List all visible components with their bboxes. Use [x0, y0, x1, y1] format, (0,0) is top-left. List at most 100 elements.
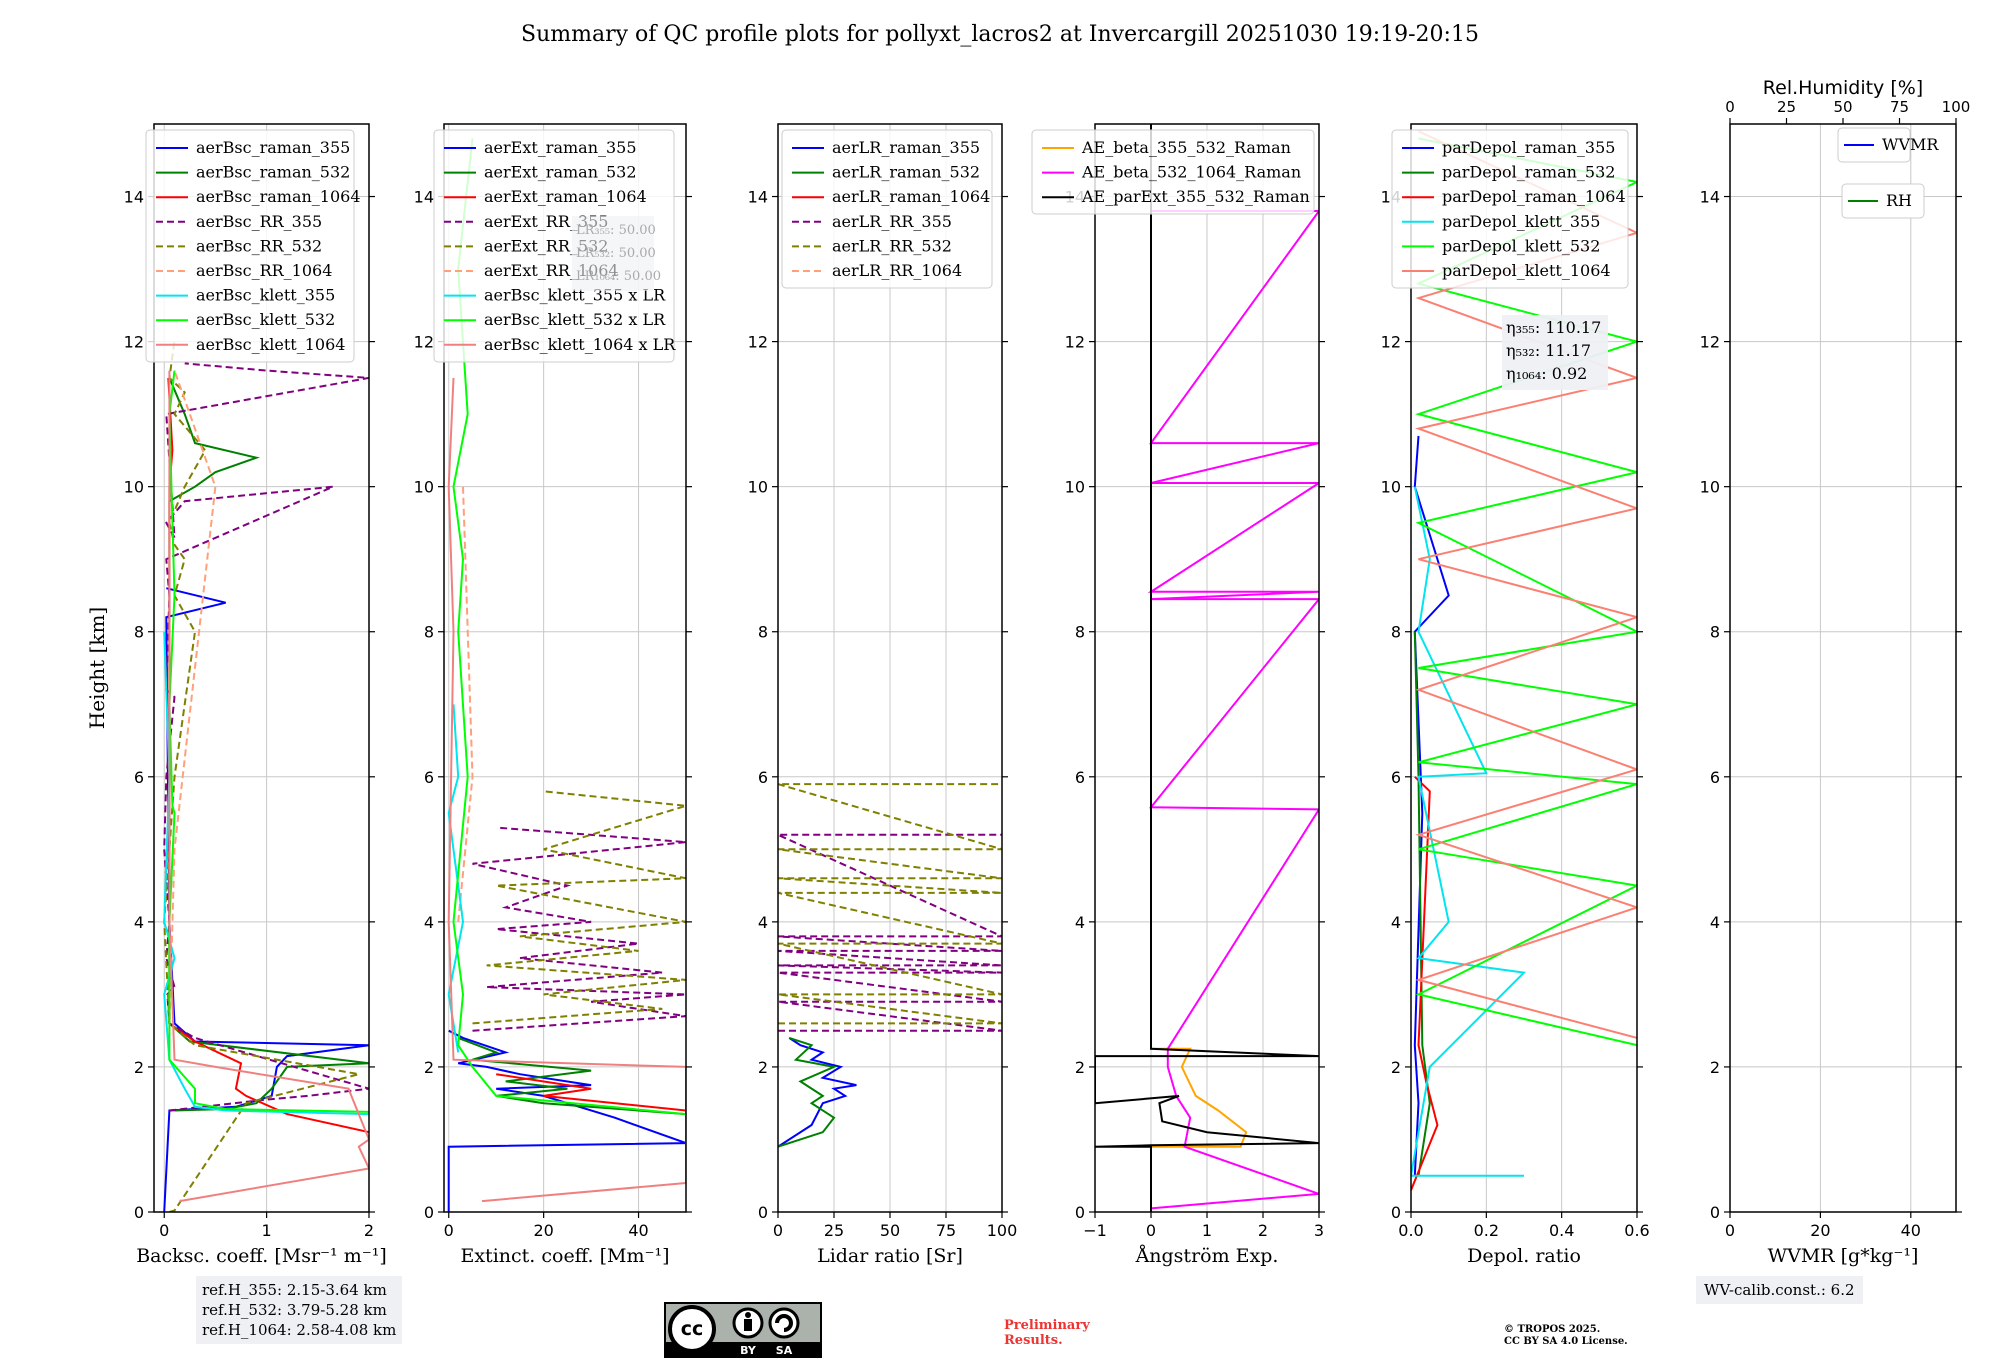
legend-label: parDepol_klett_532	[1442, 236, 1600, 255]
y-tick-label: 4	[1391, 913, 1401, 932]
legend-box	[1841, 183, 1925, 219]
legend-label: aerBsc_RR_355	[196, 212, 322, 231]
y-tick-label: 12	[124, 333, 144, 352]
ref-height-1064: ref.H_1064: 2.58-4.08 km	[202, 1321, 397, 1339]
series-line-aerExt_raman_532	[457, 1036, 686, 1116]
series-line-aerBsc_klett_532 x LR	[452, 138, 686, 1116]
figure-title: Summary of QC profile plots for pollyxt_…	[521, 22, 1479, 47]
y-tick-label: 12	[1065, 333, 1085, 352]
legend-label: AE_beta_532_1064_Raman	[1081, 163, 1301, 182]
legend-label: aerExt_raman_532	[484, 163, 637, 182]
legend-label: aerExt_raman_355	[484, 138, 637, 157]
y-tick-label: 8	[1710, 623, 1720, 642]
x-tick-label: 50	[880, 1221, 900, 1240]
panel-angstrom: −1012302468101214Ångström Exp.AE_beta_35…	[1031, 123, 1325, 1267]
legend-label: aerLR_RR_532	[832, 236, 952, 255]
x-tick-label: 1	[262, 1221, 272, 1240]
y-tick-label: 14	[1700, 188, 1720, 207]
x-axis-label: Lidar ratio [Sr]	[817, 1245, 963, 1267]
series-line-aerBsc_klett_355	[163, 631, 369, 1116]
panel-wvmr: 0 20 40 0 2 4 6 8 10 12 14 WVMR [g*kg⁻¹] 0 25 50 75 100 R…	[1700, 77, 1971, 1267]
y-tick-label: 14	[124, 188, 144, 207]
legend-label: aerLR_raman_532	[832, 163, 980, 182]
y-tick-label: 8	[1391, 623, 1401, 642]
top-x-tick-label: 100	[1942, 98, 1971, 116]
top-x-tick-label: 0	[1725, 98, 1735, 116]
y-tick-label: 4	[424, 913, 434, 932]
x-axis-label: Depol. ratio	[1467, 1245, 1581, 1267]
y-tick-label: 10	[1381, 478, 1401, 497]
x-tick-label: 20	[1810, 1221, 1830, 1240]
prelim-line-1: Preliminary	[1004, 1318, 1090, 1333]
axes-frame	[153, 123, 370, 1213]
series-line-aerLR_RR_532	[778, 783, 1002, 1025]
legend-label: aerLR_RR_1064	[832, 261, 962, 280]
ref-height-532: ref.H_532: 3.79-5.28 km	[202, 1301, 387, 1319]
y-tick-label: 2	[134, 1058, 144, 1077]
annotation-box	[1502, 315, 1608, 390]
panel-lidar_ratio: 0 25 50 75 100 0 2 4 6 8 10 12 14 Lidar ratio [Sr] aer…	[748, 123, 1017, 1267]
y-tick-label: 0	[758, 1203, 768, 1222]
annotation-line: η₁₀₆₄: 0.92	[1506, 364, 1587, 383]
x-tick-label: 25	[824, 1221, 844, 1240]
prelim-line-2: Results.	[1004, 1333, 1063, 1348]
y-tick-label: 12	[1700, 333, 1720, 352]
y-tick-label: 6	[1075, 768, 1085, 787]
legend-backscatter: aerBsc_raman_355 aerBsc_raman_532 aerBsc_r…	[145, 129, 361, 363]
y-tick-label: 6	[1710, 768, 1720, 787]
top-axis-label: Rel.Humidity [%]	[1763, 77, 1923, 99]
ref-height-box: ref.H_355: 2.15-3.64 km ref.H_532: 3.79-…	[196, 1276, 403, 1344]
annotation-line: LR₁₀₆₄: 50.00	[576, 269, 661, 284]
y-tick-label: 12	[1381, 333, 1401, 352]
legend-box	[781, 129, 993, 289]
legend-label: aerBsc_klett_1064 x LR	[484, 335, 676, 354]
y-tick-label: 10	[414, 478, 434, 497]
legend-box	[1391, 129, 1629, 289]
legend-label: parDepol_raman_532	[1442, 163, 1615, 182]
legend-label: RH	[1886, 191, 1912, 210]
top-x-tick-label: 25	[1777, 98, 1796, 116]
x-tick-label: 40	[628, 1221, 648, 1240]
series-line-parDepol_klett_532	[1415, 137, 1637, 1047]
annotation-depol: η₃₅₅: 110.17 η₅₃₂: 11.17 η₁₀₆₄: 0.92	[1502, 315, 1608, 390]
annotation-extinction: LR₃₅₅: 50.00 LR₅₃₂: 50.00 LR₁₀₆₄: 50.00	[572, 216, 661, 291]
x-tick-label: 2	[364, 1221, 374, 1240]
y-tick-label: 0	[1391, 1203, 1401, 1222]
legend-box	[145, 129, 355, 363]
legend-label: aerBsc_klett_355	[196, 286, 335, 305]
y-tick-label: 0	[134, 1203, 144, 1222]
y-tick-label: 8	[134, 623, 144, 642]
cc-license-badge: cc BY SA	[664, 1302, 822, 1358]
x-tick-label: 0.0	[1398, 1221, 1423, 1240]
y-tick-label: 10	[1065, 478, 1085, 497]
x-tick-label: 0	[1146, 1221, 1156, 1240]
x-axis-label: Extinct. coeff. [Mm⁻¹]	[460, 1245, 669, 1267]
axes-frame	[443, 123, 687, 1213]
legend-label: aerBsc_raman_532	[196, 163, 350, 182]
series-line-aerBsc_raman_1064	[167, 377, 369, 1134]
y-tick-label: 4	[1075, 913, 1085, 932]
panel-extinction: 0 20 40 0 2 4 6 8 10 12 14 Extinct. coeff. [Mm⁻¹] ae…	[414, 123, 692, 1267]
series-line-parDepol_raman_355	[1413, 435, 1450, 1176]
y-axis-label: Height [km]	[85, 607, 109, 729]
annotation-box	[572, 216, 654, 291]
top-x-tick-label: 50	[1833, 98, 1852, 116]
series-line-parDepol_klett_1064	[1414, 130, 1637, 1039]
series-line-aerBsc_RR_1064	[168, 370, 217, 1031]
legend-label: AE_parExt_355_532_Raman	[1081, 187, 1310, 206]
legend-label: parDepol_raman_1064	[1442, 187, 1626, 206]
x-tick-label: 0	[444, 1221, 454, 1240]
series-line-aerBsc_raman_532	[168, 377, 369, 1112]
y-tick-label: 12	[414, 333, 434, 352]
legend-label: AE_beta_355_532_Raman	[1081, 138, 1291, 157]
y-tick-label: 2	[424, 1058, 434, 1077]
x-tick-label: 2	[1258, 1221, 1268, 1240]
x-tick-label: 0	[159, 1221, 169, 1240]
legend-label: parDepol_raman_355	[1442, 138, 1615, 157]
x-tick-label: 0.6	[1624, 1221, 1649, 1240]
series-line-parDepol_klett_355	[1411, 486, 1527, 1177]
y-tick-label: 4	[134, 913, 144, 932]
